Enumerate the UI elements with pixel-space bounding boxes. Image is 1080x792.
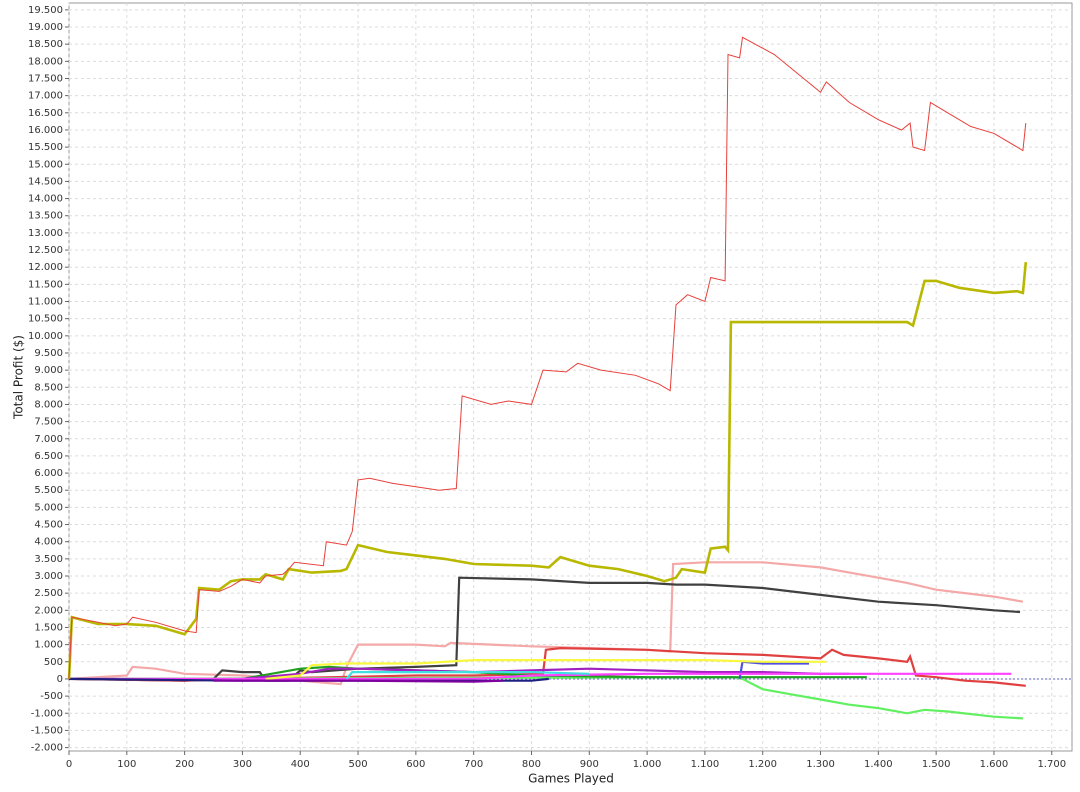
x-tick-label: 200 bbox=[175, 759, 194, 770]
y-tick-label: -1.500 bbox=[31, 725, 63, 736]
series-line bbox=[738, 660, 809, 680]
series-line bbox=[67, 261, 1028, 679]
series-line bbox=[68, 36, 1027, 679]
y-tick-label: 16.000 bbox=[28, 125, 63, 136]
x-tick-label: 400 bbox=[291, 759, 310, 770]
y-tick-label: 1.000 bbox=[34, 640, 63, 651]
y-tick-label: 5.000 bbox=[34, 502, 63, 513]
y-tick-label: 2.500 bbox=[34, 588, 63, 599]
y-tick-label: 11.500 bbox=[28, 279, 63, 290]
y-tick-label: -2.000 bbox=[31, 743, 63, 754]
x-tick-label: 1.700 bbox=[1037, 759, 1066, 770]
x-tick-label: 1.300 bbox=[806, 759, 835, 770]
y-tick-label: 3.500 bbox=[34, 554, 63, 565]
x-tick-label: 700 bbox=[464, 759, 483, 770]
y-tick-label: 18.000 bbox=[28, 56, 63, 67]
x-tick-label: 900 bbox=[580, 759, 599, 770]
y-tick-label: 18.500 bbox=[28, 39, 63, 50]
x-tick-label: 500 bbox=[349, 759, 368, 770]
y-tick-label: 3.000 bbox=[34, 571, 63, 582]
plot-area bbox=[68, 2, 1073, 752]
y-tick-label: 15.000 bbox=[28, 159, 63, 170]
y-tick-label: 6.000 bbox=[34, 468, 63, 479]
y-tick-label: 12.500 bbox=[28, 245, 63, 256]
series-line bbox=[68, 646, 1026, 687]
y-tick-label: 15.500 bbox=[28, 142, 63, 153]
y-tick-label: 4.500 bbox=[34, 520, 63, 531]
x-tick-label: 1.200 bbox=[748, 759, 777, 770]
y-axis-title: Total Profit ($) bbox=[12, 335, 26, 420]
y-tick-label: 7.000 bbox=[34, 434, 63, 445]
x-tick-label: 100 bbox=[117, 759, 136, 770]
x-tick-label: 0 bbox=[66, 759, 72, 770]
x-tick-label: 1.000 bbox=[633, 759, 662, 770]
x-axis-title: Games Played bbox=[528, 772, 614, 786]
y-tick-label: 19.500 bbox=[28, 5, 63, 16]
y-tick-label: 8.500 bbox=[34, 382, 63, 393]
y-tick-label: 10.000 bbox=[28, 331, 63, 342]
series-line bbox=[68, 676, 1023, 720]
y-tick-label: 7.500 bbox=[34, 417, 63, 428]
y-tick-label: 0 bbox=[57, 674, 63, 685]
x-tick-label: 1.100 bbox=[691, 759, 720, 770]
y-tick-label: 14.500 bbox=[28, 176, 63, 187]
series-line bbox=[213, 679, 503, 683]
series-line bbox=[68, 561, 1024, 686]
y-tick-label: -1.000 bbox=[31, 708, 63, 719]
y-tick-label: -500 bbox=[40, 691, 63, 702]
y-tick-label: 14.000 bbox=[28, 194, 63, 205]
y-tick-label: 9.000 bbox=[34, 365, 63, 376]
x-tick-label: 1.600 bbox=[980, 759, 1009, 770]
y-tick-label: 17.500 bbox=[28, 73, 63, 84]
y-tick-label: 4.000 bbox=[34, 537, 63, 548]
y-tick-label: 13.500 bbox=[28, 211, 63, 222]
series-line bbox=[345, 671, 590, 680]
x-tick-label: 1.500 bbox=[922, 759, 951, 770]
y-tick-label: 6.500 bbox=[34, 451, 63, 462]
y-tick-label: 12.000 bbox=[28, 262, 63, 273]
series-line bbox=[68, 576, 1021, 682]
x-tick-label: 300 bbox=[233, 759, 252, 770]
x-tick-label: 800 bbox=[522, 759, 541, 770]
series-line bbox=[265, 659, 827, 680]
y-tick-label: 16.500 bbox=[28, 108, 63, 119]
x-tick-label: 600 bbox=[406, 759, 425, 770]
y-tick-label: 500 bbox=[44, 657, 63, 668]
y-tick-label: 5.500 bbox=[34, 485, 63, 496]
y-tick-label: 13.000 bbox=[28, 228, 63, 239]
x-tick-label: 1.400 bbox=[864, 759, 893, 770]
y-tick-label: 2.000 bbox=[34, 605, 63, 616]
series-line bbox=[69, 672, 1012, 680]
y-tick-label: 10.500 bbox=[28, 314, 63, 325]
series-line bbox=[242, 667, 850, 680]
y-tick-label: 11.000 bbox=[28, 297, 63, 308]
y-tick-label: 17.000 bbox=[28, 91, 63, 102]
y-tick-label: 8.000 bbox=[34, 399, 63, 410]
y-tick-label: 19.000 bbox=[28, 22, 63, 33]
y-tick-label: 9.500 bbox=[34, 348, 63, 359]
y-tick-label: 1.500 bbox=[34, 622, 63, 633]
